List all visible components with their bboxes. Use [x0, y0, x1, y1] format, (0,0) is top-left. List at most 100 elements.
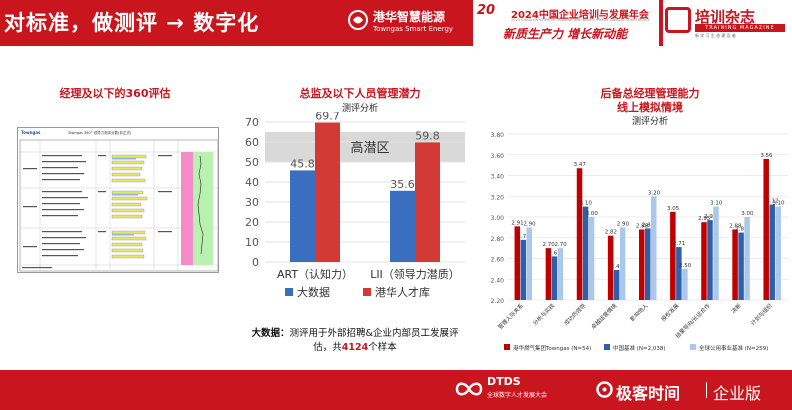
- x-tick-label: 影响他人: [628, 301, 650, 323]
- data-label: 3.05: [667, 206, 680, 212]
- legend-swatch: [504, 344, 510, 350]
- y-tick-label: 40: [245, 176, 259, 189]
- data-label: 2.90: [617, 221, 630, 227]
- note-prefix: 大数据：: [251, 328, 290, 339]
- data-label: 2.97: [704, 214, 717, 220]
- x-tick-label: 授权发展: [659, 301, 681, 323]
- left-panel-title: 经理及以下的360评估: [59, 87, 171, 100]
- note-text-2: 个样本: [368, 342, 397, 353]
- footer-bar: DTDS 全球数字人才发展大会 极客时间 企业版: [0, 370, 792, 410]
- data-label: 2.49: [611, 264, 624, 270]
- legend-swatch: [363, 288, 371, 296]
- bar: [682, 268, 688, 300]
- legend-label: 大数据: [297, 285, 330, 299]
- footer-divider: [706, 382, 707, 398]
- bar: [290, 170, 315, 262]
- y-tick-label: 3.40: [491, 174, 505, 181]
- bar: [415, 142, 440, 262]
- legend-swatch: [604, 344, 610, 350]
- data-label: 2.70: [555, 242, 568, 248]
- bar: [557, 248, 564, 300]
- data-label: 3.56: [760, 153, 773, 159]
- data-label: 3.00: [586, 211, 599, 217]
- right-panel-title-line1: 后备总经理管理能力: [600, 87, 700, 100]
- bar: [390, 190, 415, 262]
- bar: [639, 229, 645, 300]
- data-label: 3.12: [766, 199, 778, 205]
- bar: [582, 206, 589, 300]
- bar: [651, 196, 657, 300]
- x-tick-label: 成功的领导: [562, 301, 587, 326]
- data-label: 3.10: [710, 201, 723, 207]
- y-tick-label: 0: [252, 256, 259, 269]
- dtds-subtitle: 全球数字人才发展大会: [487, 392, 548, 399]
- data-label: 2.88: [729, 223, 742, 229]
- bar: [738, 232, 744, 300]
- header-bar: 对标准，做测评 → 数字化 港华智慧能源 Towngas Smart Energ…: [0, 0, 792, 46]
- magazine-english: TRAINING MAGAZINE: [695, 24, 785, 32]
- bar: [763, 158, 769, 300]
- data-label: 2.71: [673, 241, 685, 247]
- bar: [315, 122, 340, 262]
- bar: [732, 229, 738, 300]
- bar: [576, 168, 583, 300]
- bar: [545, 248, 552, 300]
- dtds-name: DTDS: [487, 375, 521, 388]
- high-potential-label: 高潜区: [350, 140, 389, 156]
- simulation-bar-chart: 2.20 2.40 2.60 2.80 3.00 3.20 3.40 3.60 3.80 2.91…: [491, 132, 788, 352]
- data-label: 2.88: [636, 223, 649, 229]
- right-panel-title-line2: 线上模拟情境: [617, 101, 683, 114]
- x-tick-label: ART（认知力）: [277, 267, 353, 281]
- bar: [707, 220, 713, 300]
- report-heading: Towngas 360° 领导力测评分数(非正式): [68, 131, 132, 135]
- y-tick-label: 50: [245, 156, 259, 169]
- data-label: 2.90: [523, 221, 536, 227]
- towngas-name: 港华智慧能源: [373, 10, 446, 24]
- data-label: 2.95: [698, 216, 711, 222]
- bar: [588, 217, 595, 300]
- bar: [551, 256, 558, 300]
- report-thumbnail: Towngas Towngas 360° 领导力测评分数(非正式): [17, 127, 219, 273]
- data-label: 3.00: [741, 211, 754, 217]
- y-tick-label: 70: [245, 116, 259, 129]
- legend-swatch: [690, 344, 696, 350]
- middle-panel-subtitle: 测评分析: [341, 104, 378, 114]
- legend-label: 港华人才库: [375, 285, 430, 299]
- towngas-mark-icon: [348, 10, 368, 30]
- bar: [701, 222, 707, 300]
- bar: [526, 227, 533, 300]
- bar: [645, 228, 651, 300]
- bar: [670, 211, 676, 300]
- data-label: 3.47: [574, 162, 587, 168]
- data-label: 45.8: [290, 157, 315, 170]
- magazine-mark-icon: [665, 7, 691, 33]
- x-tick-label: 管理人际关系: [496, 301, 525, 330]
- data-label: 2.78: [517, 234, 530, 240]
- y-tick-label: 3.20: [491, 194, 505, 201]
- y-tick-label: 3.60: [491, 153, 505, 160]
- slide-title: 对标准，做测评 → 数字化: [4, 11, 260, 35]
- y-tick-label: 2.60: [491, 257, 505, 264]
- magazine-title: 培训杂志: [695, 8, 756, 26]
- bar: [744, 217, 750, 300]
- magazine-tagline: 新 学 习 生 态 建 设 者: [695, 33, 736, 38]
- x-tick-label: LII（领导力潜质）: [370, 267, 460, 281]
- note-text-1: 测评用于外部招聘&企业内部员工发展评估，共: [289, 328, 459, 353]
- data-label: 59.8: [415, 129, 440, 142]
- x-tick-label: 决断: [729, 301, 743, 315]
- conference-year-mark: 20: [477, 3, 496, 18]
- conference-english: 2024 CHINA ENTERPRISE TRAINING AND DEVEL…: [511, 18, 650, 22]
- bar: [769, 204, 775, 300]
- data-label: 2.82: [605, 230, 617, 236]
- x-tick-label: 卓越运营情境: [589, 301, 618, 330]
- data-label: 2.91: [511, 220, 523, 226]
- x-tick-label: 计划与组织: [749, 301, 774, 326]
- data-label: 2.50: [679, 263, 692, 269]
- legend-swatch: [285, 288, 293, 296]
- note-count: 4124: [341, 342, 369, 353]
- legend-label: 全球公用事业基准 (N=259): [699, 344, 768, 352]
- y-tick-label: 10: [245, 236, 259, 249]
- bar: [514, 226, 521, 300]
- legend-label: 中国基准 (N=2,038): [613, 344, 666, 352]
- y-tick-label: 3.00: [491, 215, 505, 222]
